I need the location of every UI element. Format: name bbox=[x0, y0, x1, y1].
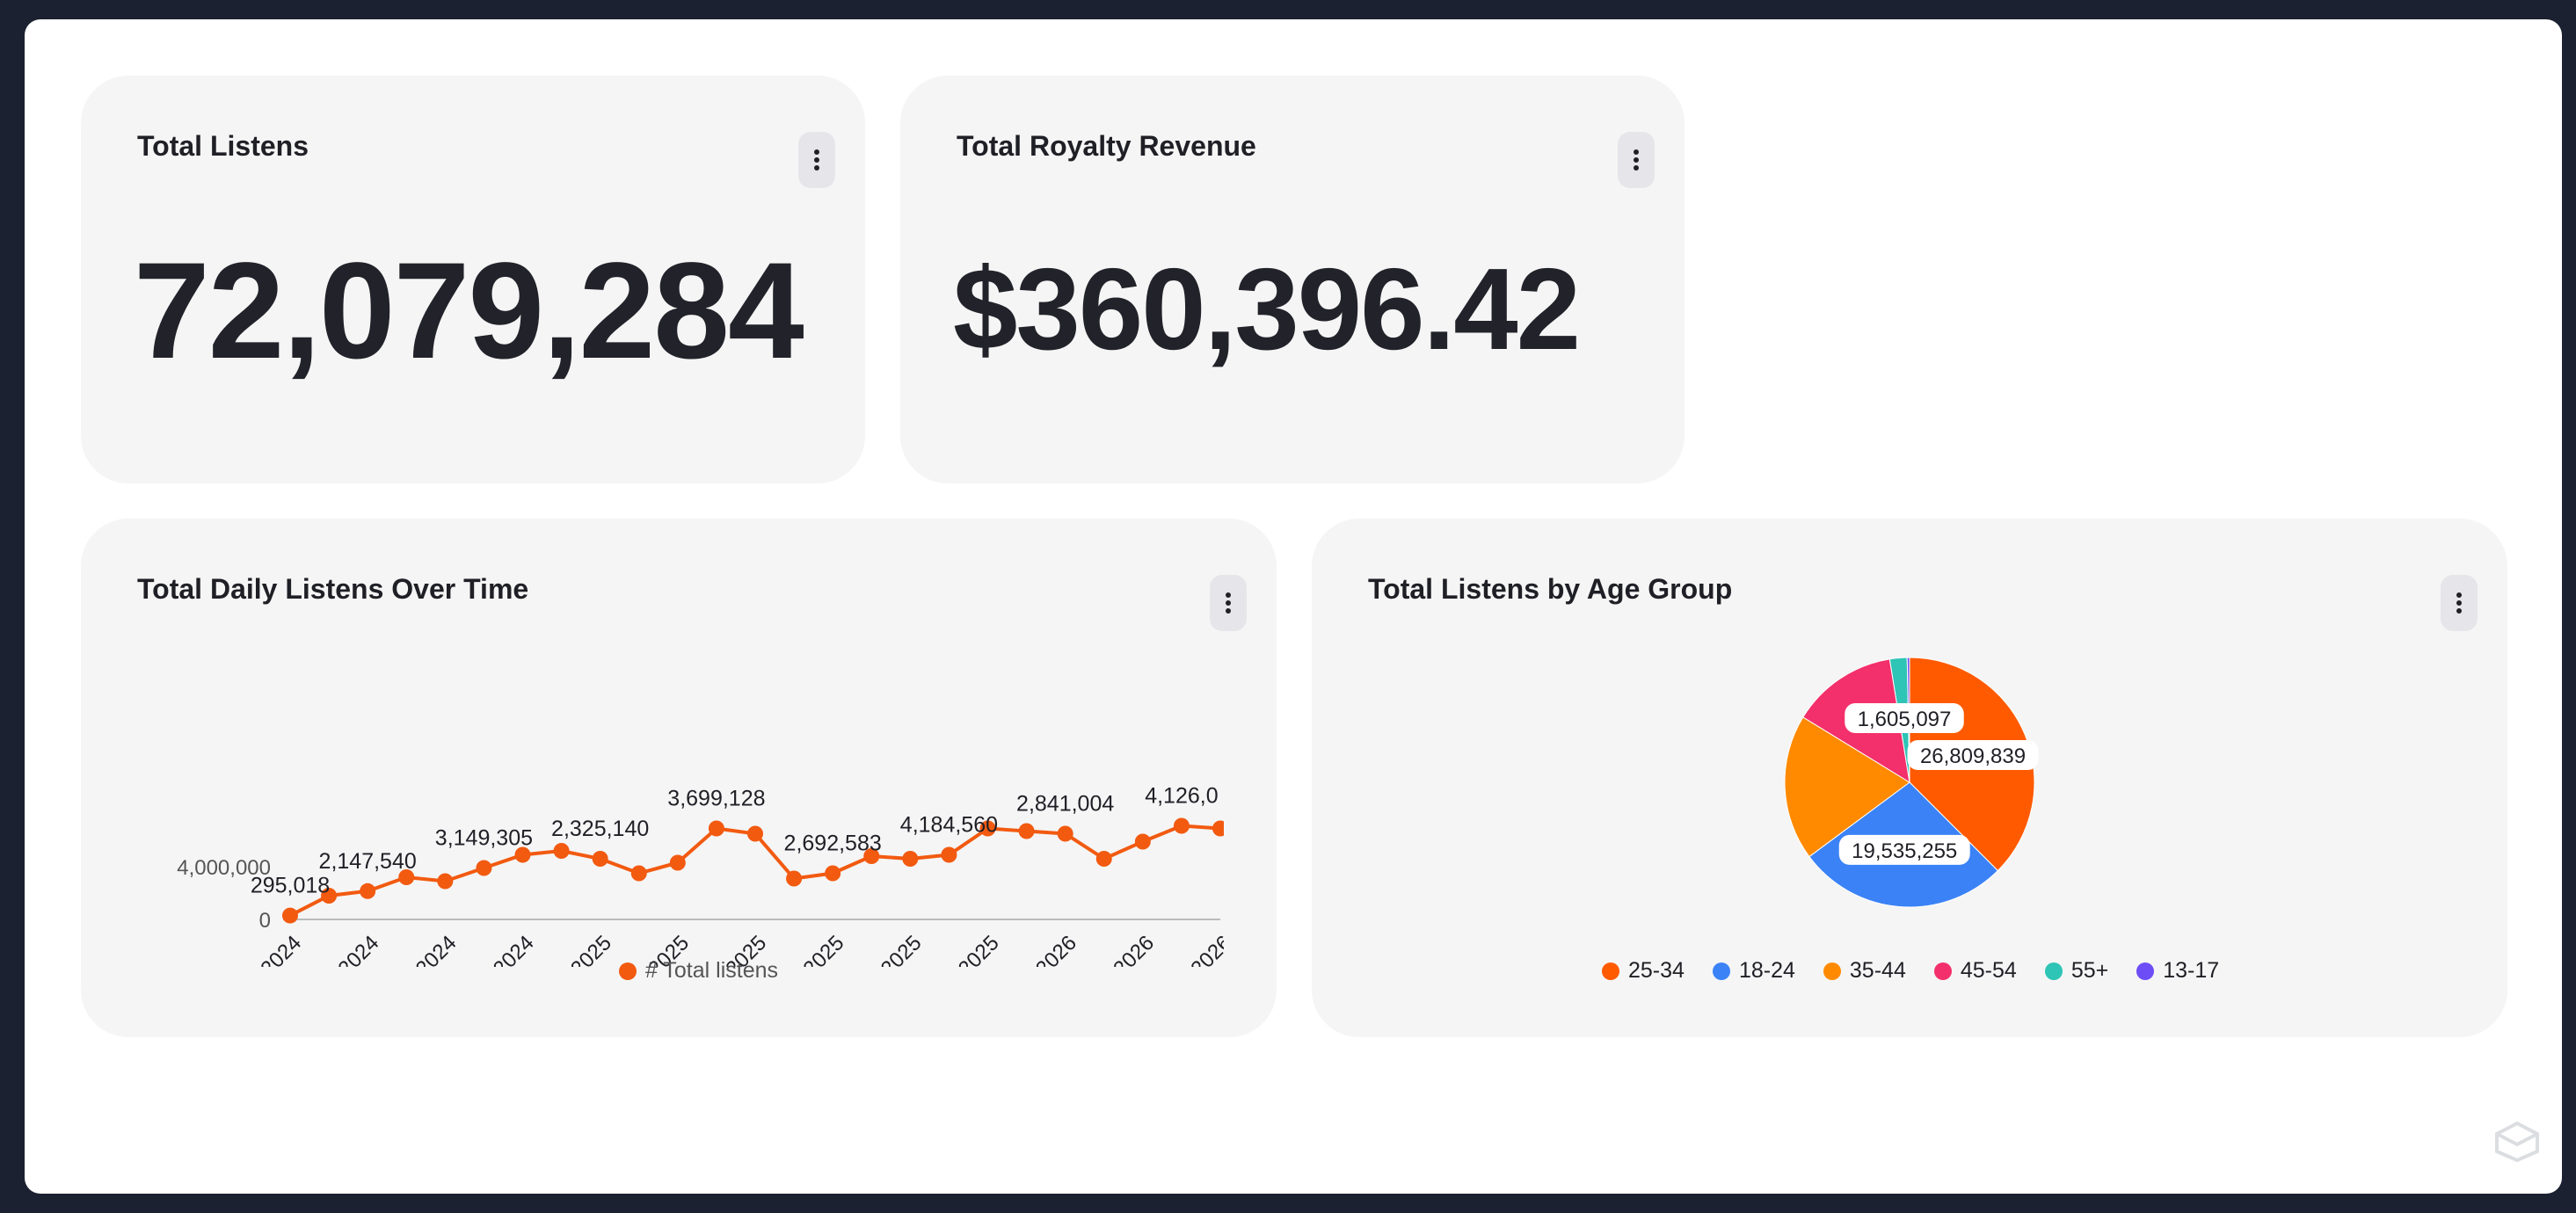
legend-item-25-34[interactable]: 25-34 bbox=[1602, 958, 1685, 984]
total-royalty-value: $360,396.42 bbox=[953, 244, 1581, 374]
card-title: Total Listens bbox=[137, 130, 309, 162]
data-label-bg bbox=[1845, 703, 1964, 733]
x-tick-label: Jul 2025 bbox=[775, 931, 848, 967]
data-point[interactable] bbox=[476, 860, 492, 876]
more-vertical-icon bbox=[814, 149, 819, 171]
data-label: 2,841,004 bbox=[1016, 792, 1114, 817]
card-menu-button[interactable] bbox=[798, 132, 835, 188]
legend-label: # Total listens bbox=[645, 958, 779, 983]
x-tick-label: Jan 2026 bbox=[1003, 931, 1081, 967]
data-point[interactable] bbox=[514, 846, 531, 863]
legend-dot bbox=[619, 962, 637, 980]
total-listens-value: 72,079,284 bbox=[134, 235, 804, 388]
data-point[interactable] bbox=[747, 825, 763, 842]
data-point[interactable] bbox=[1173, 817, 1190, 834]
pie-data-label: 1,605,097 bbox=[1858, 708, 1952, 731]
line-chart-legend: # Total listens bbox=[619, 958, 778, 984]
data-point[interactable] bbox=[1018, 823, 1035, 839]
card-title: Total Daily Listens Over Time bbox=[137, 573, 529, 605]
data-label: 2,147,540 bbox=[319, 849, 417, 874]
data-label-bg bbox=[1907, 740, 2039, 770]
x-tick-label: Mar 2026 bbox=[1079, 931, 1159, 967]
legend-dot bbox=[2136, 962, 2155, 980]
legend-dot bbox=[2044, 962, 2063, 980]
data-point[interactable] bbox=[979, 820, 996, 837]
age-group-card: Total Listens by Age Group 26,809,839 19,… bbox=[1312, 519, 2507, 1037]
data-label: 3,699,128 bbox=[667, 787, 765, 811]
data-label: 2,692,583 bbox=[784, 832, 882, 856]
data-label: 2,325,140 bbox=[551, 817, 649, 841]
legend-label: 35-44 bbox=[1849, 958, 1906, 983]
data-point[interactable] bbox=[669, 854, 686, 871]
daily-listens-card: Total Daily Listens Over Time 4,000,000 0… bbox=[81, 519, 1277, 1037]
data-label: 295,018 bbox=[251, 874, 330, 898]
data-point[interactable] bbox=[553, 843, 570, 859]
legend-label: 55+ bbox=[2070, 958, 2109, 983]
data-point[interactable] bbox=[825, 865, 841, 882]
x-tick-label: Jul 2024 bbox=[310, 931, 383, 967]
legend-item-45-54[interactable]: 45-54 bbox=[1933, 958, 2017, 984]
legend-dot bbox=[1712, 962, 1730, 980]
legend-label: 18-24 bbox=[1738, 958, 1795, 983]
card-menu-button[interactable] bbox=[1618, 132, 1655, 188]
legend-dot bbox=[1602, 962, 1619, 980]
x-tick-label: Nov 2025 bbox=[923, 931, 1004, 967]
data-label: 4,126,0 bbox=[1145, 784, 1218, 809]
data-point[interactable] bbox=[1212, 820, 1224, 837]
card-menu-button[interactable] bbox=[2441, 575, 2478, 631]
x-tick-label: May 2026 bbox=[1154, 931, 1224, 967]
logo-watermark-icon bbox=[2495, 1122, 2539, 1162]
x-tick-label: Nov 2024 bbox=[458, 931, 539, 967]
data-point[interactable] bbox=[592, 851, 608, 867]
x-tick-label: May 2024 bbox=[224, 931, 307, 967]
data-point[interactable] bbox=[321, 888, 338, 904]
data-label: 4,184,560 bbox=[900, 813, 998, 838]
data-point[interactable] bbox=[786, 870, 803, 887]
legend-item-13-17[interactable]: 13-17 bbox=[2136, 958, 2219, 984]
data-point[interactable] bbox=[630, 865, 647, 882]
pie-chart: 26,809,839 19,535,255 1,605,097 bbox=[1784, 657, 2039, 908]
data-point[interactable] bbox=[398, 869, 415, 885]
card-menu-button[interactable] bbox=[1210, 575, 1247, 631]
pie-chart-legend: 25-34 18-24 35-44 45-54 55+ 13-17 bbox=[1602, 958, 2219, 984]
card-title: Total Royalty Revenue bbox=[957, 130, 1256, 162]
pie-slice-35-44[interactable] bbox=[1784, 716, 1910, 858]
more-vertical-icon bbox=[2456, 592, 2462, 614]
x-tick-label: Jan 2025 bbox=[538, 931, 616, 967]
legend-dot bbox=[1933, 962, 1952, 980]
x-tick-label: Sep 2024 bbox=[381, 931, 462, 967]
card-title: Total Listens by Age Group bbox=[1368, 573, 1733, 605]
data-point[interactable] bbox=[360, 883, 376, 899]
legend-item-18-24[interactable]: 18-24 bbox=[1712, 958, 1795, 984]
pie-data-label: 19,535,255 bbox=[1852, 839, 1957, 863]
data-point[interactable] bbox=[1095, 851, 1112, 867]
y-tick-label: 4,000,000 bbox=[177, 856, 271, 880]
pie-data-label: 26,809,839 bbox=[1920, 745, 2026, 768]
dashboard-canvas: Total Listens 72,079,284 Total Royalty R… bbox=[25, 19, 2562, 1194]
legend-dot bbox=[1823, 962, 1841, 980]
data-point[interactable] bbox=[941, 846, 957, 863]
legend-item-35-44[interactable]: 35-44 bbox=[1823, 958, 1906, 984]
legend-label: 13-17 bbox=[2163, 958, 2220, 983]
total-royalty-card: Total Royalty Revenue $360,396.42 bbox=[900, 76, 1685, 483]
data-point[interactable] bbox=[902, 851, 919, 867]
data-point[interactable] bbox=[708, 820, 724, 837]
data-point[interactable] bbox=[1134, 833, 1151, 850]
x-tick-label: Sep 2025 bbox=[846, 931, 927, 967]
legend-item[interactable]: # Total listens bbox=[619, 958, 778, 984]
data-label-bg bbox=[1838, 834, 1970, 865]
total-listens-card: Total Listens 72,079,284 bbox=[81, 76, 865, 483]
more-vertical-icon bbox=[1226, 592, 1231, 614]
data-point[interactable] bbox=[1057, 825, 1073, 842]
data-point[interactable] bbox=[863, 848, 880, 864]
data-point[interactable] bbox=[282, 907, 298, 924]
legend-label: 25-34 bbox=[1628, 958, 1685, 983]
data-point[interactable] bbox=[437, 873, 454, 890]
more-vertical-icon bbox=[1634, 149, 1639, 171]
legend-label: 45-54 bbox=[1960, 958, 2017, 983]
y-tick-label: 0 bbox=[259, 909, 271, 933]
legend-item-55+[interactable]: 55+ bbox=[2044, 958, 2109, 984]
data-label: 3,149,305 bbox=[435, 826, 533, 851]
